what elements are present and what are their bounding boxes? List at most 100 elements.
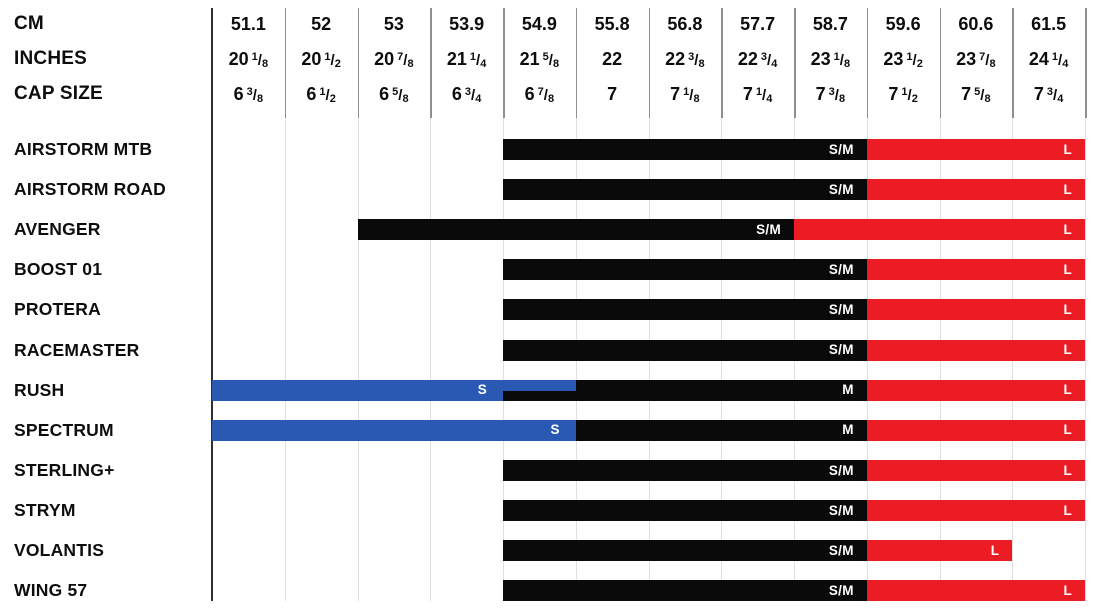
size-bar-l: L — [866, 259, 1085, 281]
size-label: S/M — [828, 262, 854, 278]
fraction: 3/4 — [1046, 86, 1064, 105]
model-label: STRYM — [14, 499, 76, 520]
fraction: 1/8 — [833, 51, 851, 70]
model-label: AIRSTORM MTB — [14, 139, 153, 159]
inches-value-whole: 23 — [883, 49, 904, 69]
axis-line — [211, 8, 213, 601]
size-bar-l: L — [794, 219, 1085, 241]
size-label: L — [1063, 141, 1072, 157]
size-bar-s-m: S/M — [357, 219, 794, 241]
size-label: S/M — [828, 462, 854, 478]
model-label: WING 57 — [14, 580, 88, 601]
fraction-denominator: 8 — [547, 93, 555, 105]
inches-value-whole: 23 — [956, 49, 977, 69]
gridline-header — [284, 8, 287, 118]
size-bar-s-m: S/M — [503, 459, 867, 481]
cap-size-value: 6 3/4 — [430, 81, 503, 107]
inches-value: 23 7/8 — [940, 46, 1013, 72]
size-label: S/M — [828, 502, 854, 518]
fraction: 1/4 — [1051, 51, 1069, 70]
cm-value: 59.6 — [885, 14, 921, 34]
size-bar-l: L — [866, 179, 1085, 201]
gridline-header — [648, 8, 650, 118]
cap-size-value: 7 1/8 — [649, 81, 722, 107]
gridline-header — [939, 8, 941, 118]
inches-value-whole: 21 — [519, 49, 540, 69]
cap-size-value: 7 3/4 — [1012, 81, 1085, 107]
header-column: 61.5 24 1/4 7 3/4 — [1012, 0, 1085, 112]
gridline-header — [1012, 8, 1014, 118]
fraction-denominator: 8 — [989, 58, 996, 70]
fraction: 5/8 — [392, 86, 409, 105]
inches-value: 22 3/8 — [649, 46, 722, 72]
fraction: 1/8 — [683, 86, 700, 105]
header-column: 51.1 20 1/8 6 3/8 — [212, 0, 285, 112]
size-bar-l: L — [866, 580, 1085, 602]
fraction-denominator: 2 — [334, 58, 341, 70]
size-bar-s-m: S/M — [503, 540, 867, 561]
size-bar-s-m: S/M — [503, 299, 867, 321]
gridline-header — [430, 8, 432, 118]
fraction-numerator: 1 — [469, 51, 477, 63]
fraction-denominator: 8 — [698, 58, 705, 70]
header-column: 52 20 1/2 6 1/2 — [285, 0, 358, 112]
inches-value: 22 — [576, 46, 649, 72]
model-label: VOLANTIS — [14, 540, 105, 560]
size-bar-overlap-top — [503, 379, 576, 391]
model-label: RUSH — [14, 379, 65, 400]
inches-value-whole: 20 — [228, 49, 249, 69]
header-column: 53.9 21 1/4 6 3/4 — [430, 0, 503, 112]
size-label: L — [1063, 382, 1072, 398]
model-label: STERLING+ — [14, 459, 115, 480]
cm-value: 51.1 — [230, 14, 266, 34]
inches-value-whole: 24 — [1028, 49, 1049, 69]
model-label: SPECTRUM — [14, 419, 114, 440]
inches-value-whole: 20 — [374, 49, 395, 69]
cm-value: 61.5 — [1031, 14, 1067, 34]
fraction-numerator: 1 — [755, 86, 763, 98]
cap-size-value-whole: 6 — [379, 84, 390, 104]
fraction-numerator: 5 — [542, 51, 549, 63]
fraction-numerator: 3 — [828, 86, 835, 98]
inches-value-whole: 21 — [446, 49, 467, 69]
size-label: L — [1063, 221, 1072, 237]
fraction-numerator: 1 — [319, 86, 326, 98]
model-label: AVENGER — [14, 219, 101, 240]
cm-value: 60.6 — [958, 14, 994, 34]
fraction-numerator: 3 — [688, 51, 695, 63]
fraction-denominator: 4 — [771, 58, 778, 70]
model-label: AIRSTORM ROAD — [14, 179, 166, 200]
fraction-denominator: 2 — [329, 93, 336, 105]
fraction-denominator: 4 — [480, 58, 487, 70]
cap-size-value-whole: 6 — [524, 84, 535, 104]
cm-value: 53.9 — [449, 14, 485, 34]
fraction-numerator: 5 — [974, 86, 981, 98]
fraction: 5/8 — [974, 86, 991, 105]
fraction-denominator: 2 — [916, 58, 923, 70]
fraction-denominator: 4 — [1062, 58, 1069, 70]
size-label: S/M — [828, 141, 854, 157]
model-label: PROTERA — [14, 299, 101, 320]
inches-value-whole: 22 — [665, 49, 686, 69]
fraction-denominator: 8 — [693, 93, 700, 105]
size-bar-s: S — [212, 419, 576, 441]
fraction-denominator: 4 — [766, 93, 773, 105]
size-label: L — [1063, 342, 1072, 358]
size-label: L — [1063, 502, 1072, 518]
cap-size-value: 6 3/8 — [212, 81, 285, 107]
cap-size-value-whole: 7 — [961, 84, 972, 104]
gridline-body — [284, 118, 286, 601]
size-bar-overlap-bottom — [503, 390, 576, 401]
inches-value: 23 1/8 — [794, 46, 867, 72]
fraction: 3/4 — [760, 51, 778, 70]
header-column: 54.9 21 5/8 6 7/8 — [503, 0, 576, 112]
size-label: S/M — [828, 302, 854, 318]
size-bar-s: S — [212, 379, 503, 401]
size-label: S/M — [828, 181, 854, 197]
inches-value-whole: 23 — [810, 49, 831, 69]
size-label: L — [1063, 582, 1072, 598]
cm-value: 58.7 — [812, 14, 848, 34]
fraction-numerator: 7 — [537, 86, 544, 98]
fraction-denominator: 8 — [984, 93, 991, 105]
